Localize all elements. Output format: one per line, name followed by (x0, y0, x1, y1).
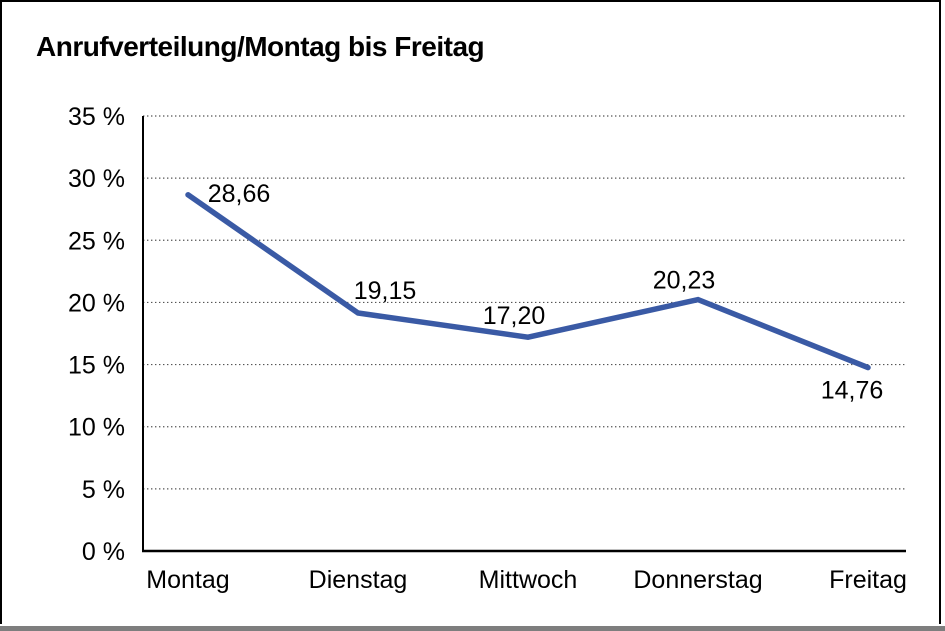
x-tick-label: Montag (146, 566, 229, 594)
x-tick-label: Donnerstag (633, 566, 762, 594)
y-tick-label: 25 % (68, 227, 125, 255)
data-label: 28,66 (208, 180, 271, 208)
data-label: 17,20 (483, 302, 546, 330)
y-tick-label: 15 % (68, 352, 125, 380)
chart-title: Anrufverteilung/Montag bis Freitag (36, 31, 485, 62)
y-tick-label: 5 % (82, 476, 125, 504)
x-tick-label: Freitag (829, 566, 907, 594)
data-label: 20,23 (653, 267, 716, 295)
y-tick-label: 30 % (68, 165, 125, 193)
window-bottom-edge (0, 626, 945, 631)
data-line (185, 192, 871, 371)
x-tick-label: Mittwoch (479, 566, 578, 594)
data-label: 19,15 (354, 277, 417, 305)
y-tick-label: 0 % (82, 538, 125, 566)
y-tick-label: 20 % (68, 289, 125, 317)
y-tick-label: 35 % (68, 103, 125, 131)
y-tick-label: 10 % (68, 414, 125, 442)
data-label: 14,76 (821, 377, 884, 405)
x-tick-label: Dienstag (309, 566, 408, 594)
